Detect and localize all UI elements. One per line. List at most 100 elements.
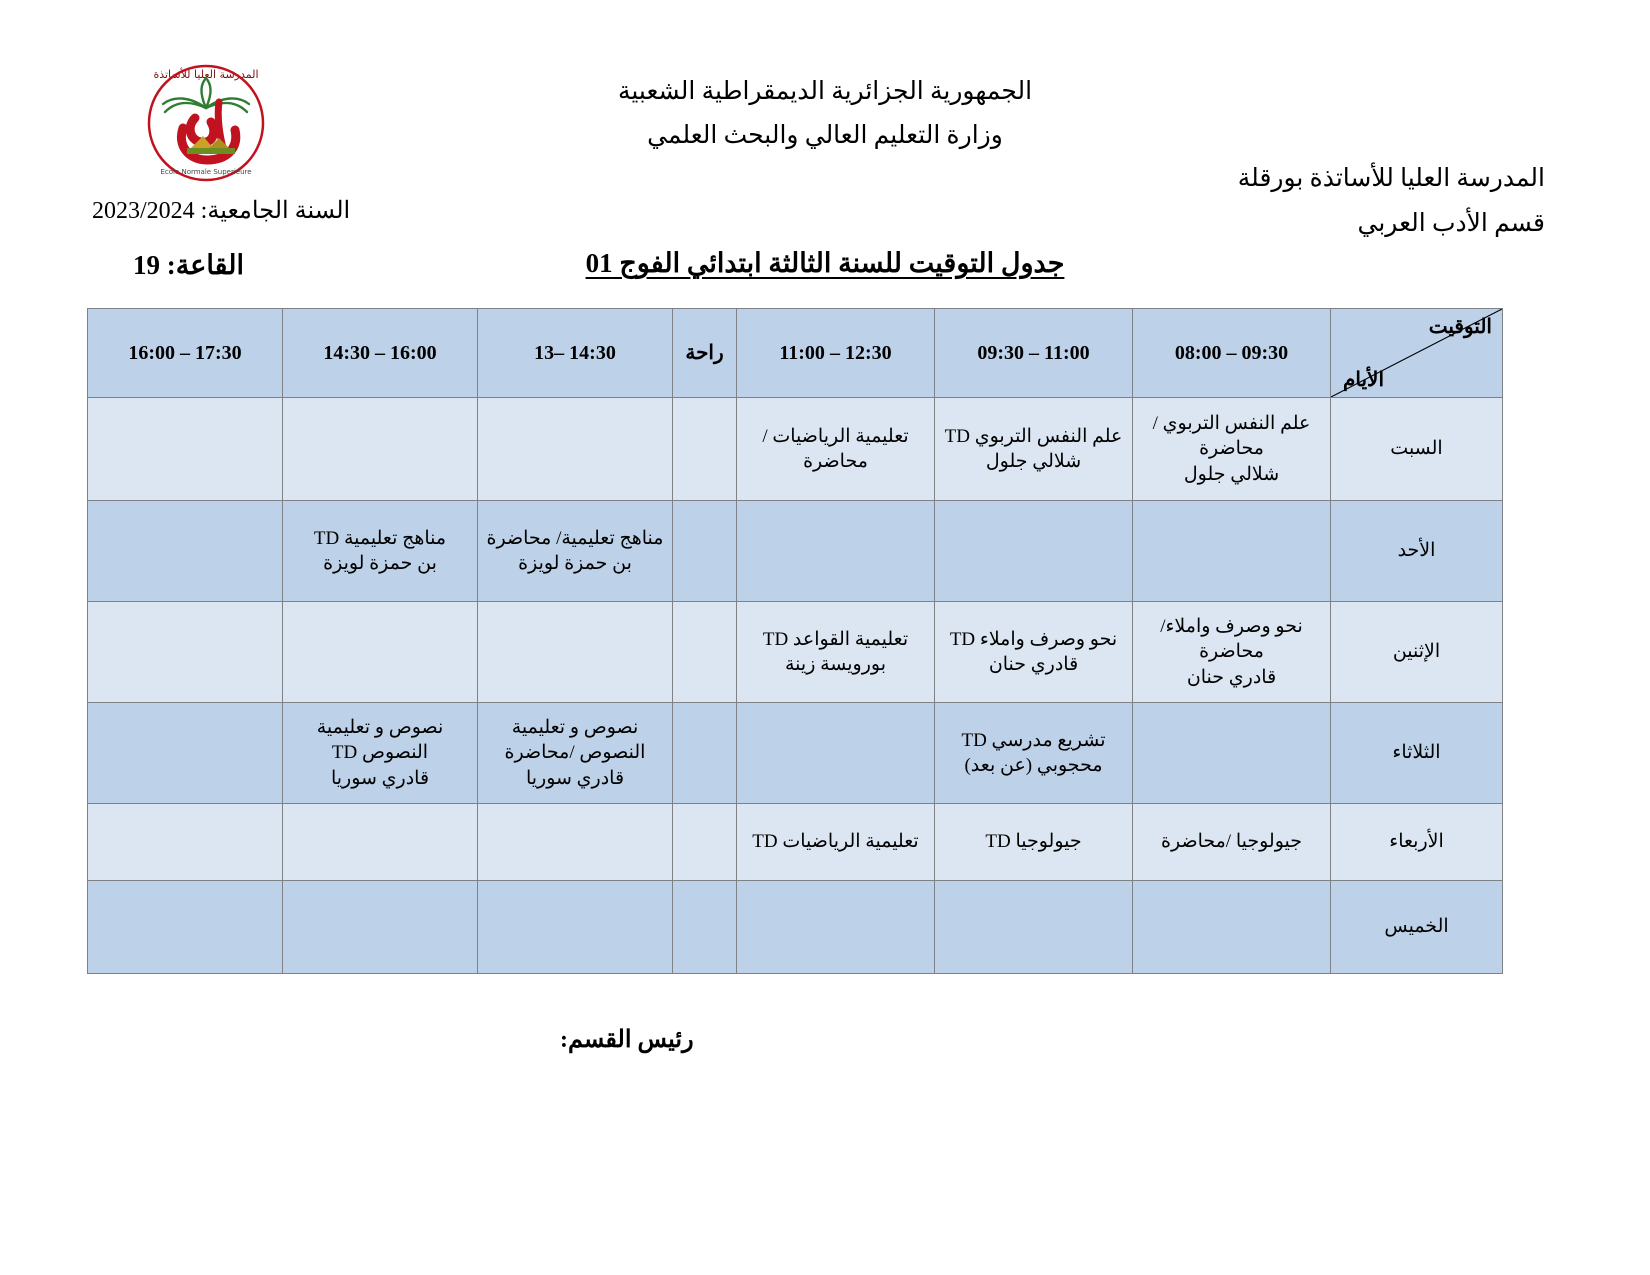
timetable-row: الأحد مناهج تعليمية/ محاضرة بن حمزة لويزة م… [87, 500, 1503, 602]
academic-year: السنة الجامعية: 2023/2024 [92, 198, 351, 224]
session-subject: علم النفس التربوي TD [944, 425, 1123, 447]
empty-cell [87, 803, 283, 881]
session-subject: علم النفس التربوي /محاضرة [1152, 413, 1311, 460]
empty-cell [934, 500, 1133, 602]
session-subject: مناهج تعليمية TD [313, 527, 447, 549]
empty-cell [477, 803, 673, 881]
empty-cell [672, 702, 737, 804]
time-slot-header: 12:30 – 11:00 [736, 308, 935, 398]
session-teacher: بن حمزة لويزة [518, 553, 632, 574]
empty-cell [282, 880, 478, 974]
empty-cell [282, 601, 478, 703]
empty-cell [736, 880, 935, 974]
timetable-row: الإثنين نحو وصرف واملاء/ محاضرة قادري حنان… [87, 601, 1503, 703]
session-subject: تعليمية القواعد TD [762, 628, 909, 650]
session-teacher: شلالي جلول [985, 451, 1082, 472]
republic-header: الجمهورية الجزائرية الديمقراطية الشعبية … [0, 70, 1650, 158]
session-cell: مناهج تعليمية TD بن حمزة لويزة [282, 500, 478, 602]
empty-cell [282, 803, 478, 881]
empty-cell [87, 702, 283, 804]
session-teacher: قادري حنان [988, 654, 1079, 675]
corner-diagonal-line [1331, 309, 1502, 397]
session-teacher: قادري سوريا [330, 767, 430, 789]
day-label: الخميس [1330, 880, 1503, 974]
time-slot-header: 17:30 – 16:00 [87, 308, 283, 398]
empty-cell [477, 601, 673, 703]
empty-cell [672, 601, 737, 703]
session-cell: علم النفس التربوي TD شلالي جلول [934, 397, 1133, 501]
signature-line: رئيس القسم: [560, 1027, 694, 1053]
empty-cell [934, 880, 1133, 974]
day-label: الثلاثاء [1330, 702, 1503, 804]
empty-cell [672, 803, 737, 881]
session-subject: نصوص و تعليمية النصوص /محاضرة [504, 717, 646, 764]
time-slot-header: 16:00 – 14:30 [282, 308, 478, 398]
session-cell: جيولوجيا TD [934, 803, 1133, 881]
ministry-line: وزارة التعليم العالي والبحث العلمي [647, 121, 1003, 149]
timetable: التوقيت الأيام 09:30 – 08:00 11:00 – 09:30 1… [87, 308, 1503, 974]
empty-cell [736, 702, 935, 804]
institution-block: المدرسة العليا للأساتذة بورقلة قسم الأدب… [1238, 157, 1545, 246]
session-subject: تشريع مدرسي TD [961, 729, 1106, 751]
session-subject: نحو وصرف واملاء/ محاضرة [1160, 616, 1303, 663]
session-cell: نحو وصرف واملاء/ محاضرة قادري حنان [1132, 601, 1331, 703]
timetable-header-row: التوقيت الأيام 09:30 – 08:00 11:00 – 09:30 1… [87, 308, 1503, 398]
timetable-container: التوقيت الأيام 09:30 – 08:00 11:00 – 09:30 1… [87, 308, 1503, 974]
school-name: المدرسة العليا للأساتذة بورقلة [1237, 165, 1545, 192]
session-cell: تعليمية الرياضيات TD [736, 803, 935, 881]
session-cell: تعليمية الرياضيات /محاضرة [736, 397, 935, 501]
page-title: جدول التوقيت للسنة الثالثة ابتدائي الفوج… [585, 248, 1065, 278]
corner-label-days: الأيام [1343, 368, 1385, 391]
timetable-row: السبت علم النفس التربوي /محاضرة شلالي جلول… [87, 397, 1503, 501]
session-subject: جيولوجيا TD [985, 831, 1082, 853]
session-teacher: شلالي جلول [1183, 463, 1280, 485]
empty-cell [477, 880, 673, 974]
day-label: الأحد [1330, 500, 1503, 602]
session-cell: مناهج تعليمية/ محاضرة بن حمزة لويزة [477, 500, 673, 602]
session-teacher: قادري حنان [1186, 666, 1277, 688]
day-label: الإثنين [1330, 601, 1503, 703]
svg-text:Ecole Normale Superieure: Ecole Normale Superieure [160, 168, 251, 176]
day-label: الأربعاء [1330, 803, 1503, 881]
break-header: راحة [672, 308, 737, 398]
empty-cell [1132, 880, 1331, 974]
session-cell: نصوص و تعليمية النصوص TD قادري سوريا [282, 702, 478, 804]
empty-cell [672, 880, 737, 974]
session-subject: نحو وصرف واملاء TD [949, 628, 1118, 650]
svg-text:المدرسة العليا للأساتذة: المدرسة العليا للأساتذة [153, 67, 258, 81]
empty-cell [672, 397, 737, 501]
session-cell: تعليمية القواعد TD بورويسة زينة [736, 601, 935, 703]
session-subject: تعليمية الرياضيات /محاضرة [762, 425, 909, 472]
time-slot-header: 14:30 –13 [477, 308, 673, 398]
session-cell: جيولوجيا /محاضرة [1132, 803, 1331, 881]
timetable-row: الخميس [87, 880, 1503, 974]
session-cell: تشريع مدرسي TD محجوبي (عن بعد) [934, 702, 1133, 804]
empty-cell [282, 397, 478, 501]
empty-cell [736, 500, 935, 602]
timetable-row: الأربعاء جيولوجيا /محاضرة جيولوجيا TD تعليم… [87, 803, 1503, 881]
empty-cell [672, 500, 737, 602]
empty-cell [1132, 702, 1331, 804]
time-slot-header: 11:00 – 09:30 [934, 308, 1133, 398]
session-teacher: قادري سوريا [525, 767, 625, 789]
session-cell: نصوص و تعليمية النصوص /محاضرة قادري سوريا [477, 702, 673, 804]
empty-cell [87, 397, 283, 501]
session-subject: مناهج تعليمية/ محاضرة [486, 527, 664, 549]
republic-line-1: الجمهورية الجزائرية الديمقراطية الشعبية [617, 78, 1033, 105]
empty-cell [87, 601, 283, 703]
room-number: القاعة: 19 [133, 250, 244, 280]
session-subject: تعليمية الرياضيات TD [752, 831, 919, 853]
session-teacher: بورويسة زينة [784, 654, 886, 675]
timetable-row: الثلاثاء تشريع مدرسي TD محجوبي (عن بعد) نصو… [87, 702, 1503, 804]
time-slot-header: 09:30 – 08:00 [1132, 308, 1331, 398]
session-cell: نحو وصرف واملاء TD قادري حنان [934, 601, 1133, 703]
empty-cell [477, 397, 673, 501]
department-name: قسم الأدب العربي [1357, 209, 1545, 237]
corner-cell: التوقيت الأيام [1330, 308, 1503, 398]
empty-cell [87, 500, 283, 602]
session-subject: نصوص و تعليمية النصوص TD [316, 717, 444, 764]
session-cell: علم النفس التربوي /محاضرة شلالي جلول [1132, 397, 1331, 501]
empty-cell [1132, 500, 1331, 602]
day-label: السبت [1330, 397, 1503, 501]
